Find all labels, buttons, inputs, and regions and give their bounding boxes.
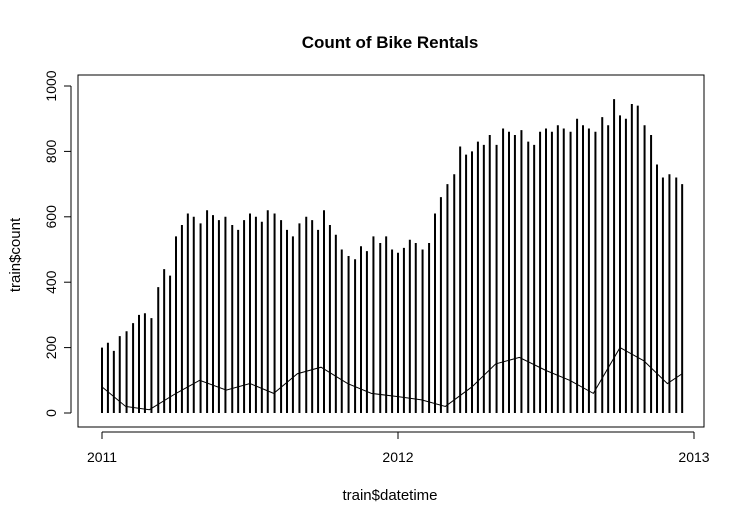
series-layer <box>101 99 684 413</box>
x-axis-label: train$datetime <box>342 487 437 504</box>
y-axis: 0 200 400 600 800 1000 <box>43 70 72 417</box>
x-tick-label-2: 2013 <box>678 449 709 465</box>
y-tick-label-0: 0 <box>43 409 59 417</box>
y-tick-label-1: 200 <box>43 336 59 360</box>
y-tick-label-4: 800 <box>43 140 59 164</box>
x-tick-label-0: 2011 <box>87 449 117 465</box>
y-tick-label-2: 400 <box>43 270 59 294</box>
x-tick-label-1: 2012 <box>382 449 413 465</box>
y-tick-label-5: 1000 <box>43 70 59 101</box>
y-tick-label-3: 600 <box>43 205 59 229</box>
x-axis: 2011 2012 2013 <box>87 431 710 465</box>
y-axis-label: train$count <box>7 217 24 292</box>
chart-title: Count of Bike Rentals <box>302 33 479 52</box>
plot-border <box>77 74 705 428</box>
series-trend-line <box>101 346 683 411</box>
